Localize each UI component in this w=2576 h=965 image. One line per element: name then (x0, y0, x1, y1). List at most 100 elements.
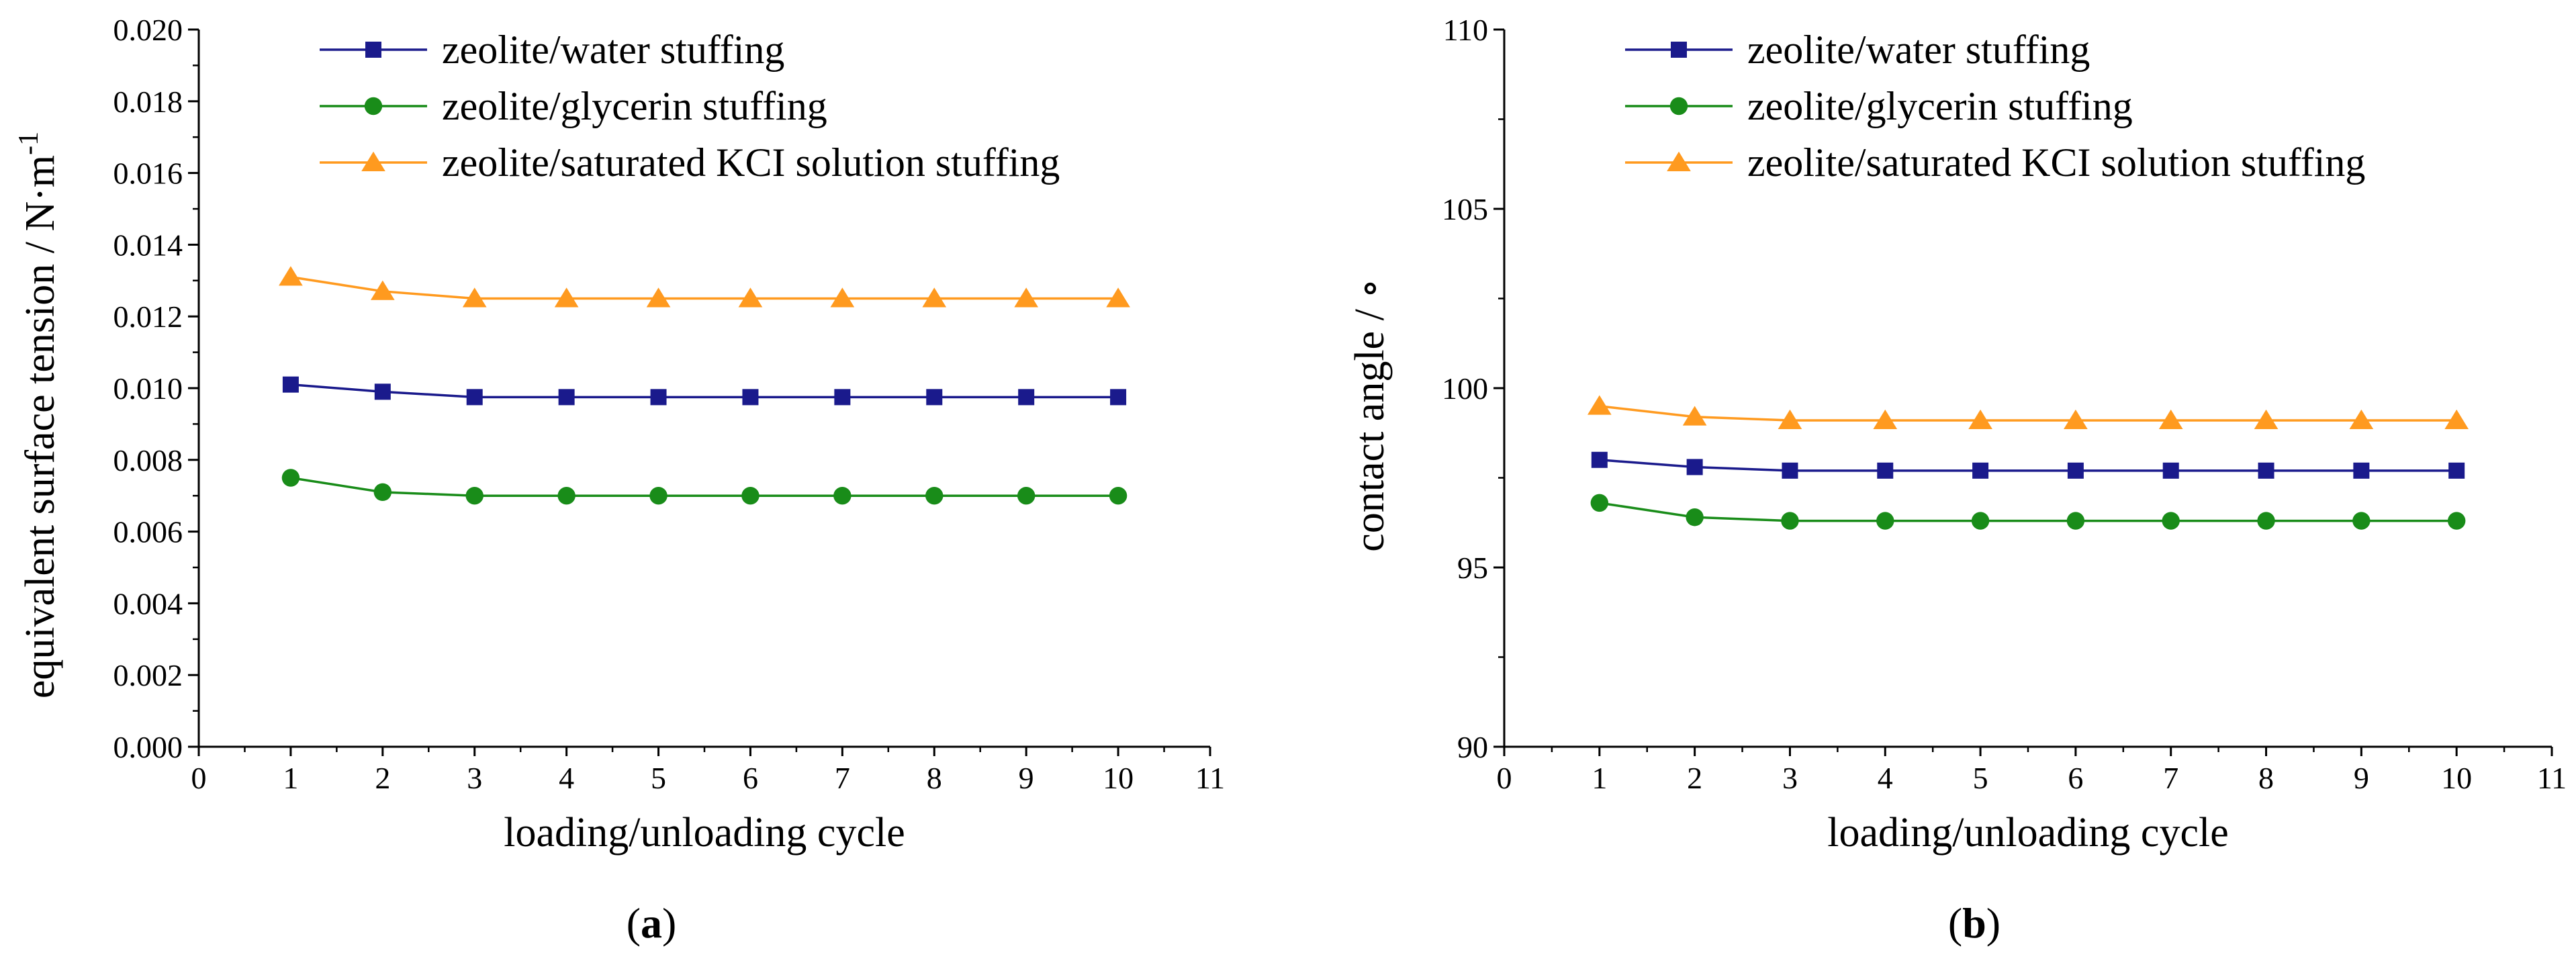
legend-marker (364, 97, 383, 116)
data-point (370, 280, 395, 300)
legend-label: zeolite/glycerin stuffing (1747, 84, 2133, 128)
x-tick-label: 11 (1195, 761, 1225, 795)
panel-label-close-paren: ) (1986, 899, 2000, 947)
legend-label: zeolite/saturated KCI solution stuffing (442, 140, 1060, 185)
x-tick-label: 4 (559, 761, 574, 795)
x-tick-label: 7 (2163, 761, 2178, 795)
x-tick-label: 5 (1973, 761, 1988, 795)
data-point (281, 469, 300, 487)
y-axis-title: equivalent surface tension / N·m-1 (13, 132, 63, 698)
x-tick-label: 1 (1592, 761, 1607, 795)
x-tick-label: 3 (467, 761, 482, 795)
y-tick-label: 0.004 (113, 586, 183, 621)
data-point (1968, 409, 1992, 430)
data-point (1106, 287, 1130, 308)
data-point (833, 487, 852, 505)
legend-item: zeolite/saturated KCI solution stuffing (320, 140, 1060, 185)
data-point (373, 483, 392, 502)
data-point (1782, 462, 1798, 479)
data-point (374, 383, 391, 400)
data-point (1877, 462, 1894, 479)
legend-label: zeolite/water stuffing (1747, 28, 2090, 72)
data-point (834, 389, 851, 406)
x-tick-label: 1 (283, 761, 298, 795)
data-point (2447, 512, 2466, 530)
legend: zeolite/water stuffing zeolite/glycerin s… (1625, 28, 2365, 185)
x-tick-label: 9 (2354, 761, 2369, 795)
panel-label-letter: a (641, 899, 662, 947)
data-point (2352, 512, 2371, 530)
data-point (1686, 508, 1704, 526)
series-circle (1590, 494, 2466, 530)
x-tick-label: 0 (191, 761, 207, 795)
data-point (1778, 409, 1802, 430)
data-point (1109, 487, 1128, 505)
x-tick-label: 7 (835, 761, 850, 795)
legend-label: zeolite/water stuffing (442, 28, 784, 72)
series-square (282, 376, 1127, 406)
data-point (830, 287, 855, 308)
x-tick-label: 8 (927, 761, 942, 795)
y-tick-label: 0.016 (113, 156, 183, 191)
legend-marker (1669, 97, 1688, 116)
legend-item: zeolite/saturated KCI solution stuffing (1625, 140, 2365, 185)
legend-marker (365, 42, 381, 58)
legend-item: zeolite/water stuffing (320, 28, 784, 72)
x-tick-label: 9 (1019, 761, 1034, 795)
data-point (282, 376, 299, 393)
y-tick-label: 100 (1442, 371, 1488, 406)
data-point (557, 487, 576, 505)
data-point (742, 389, 759, 406)
y-tick-label: 90 (1457, 730, 1488, 764)
data-point (466, 389, 483, 406)
data-point (1014, 287, 1039, 308)
y-axis-title-text: equivalent surface tension / N·m (17, 155, 63, 698)
y-tick-label: 0.020 (113, 13, 183, 47)
data-point (462, 287, 487, 308)
data-point (1873, 409, 1898, 430)
y-tick-label: 0.010 (113, 371, 183, 406)
panel-b: 0 1 2 3 4 5 6 7 8 9 10 11 90 95 100 105 110 loading/unloa… (1347, 13, 2567, 947)
data-point (279, 266, 303, 286)
x-axis-title: loading/unloading cycle (1827, 810, 2228, 856)
y-tick-label: 0.018 (113, 85, 183, 119)
panel-label: (b) (1948, 899, 2000, 947)
data-point (926, 389, 943, 406)
data-point (2349, 409, 2374, 430)
panel-label-close-paren: ) (662, 899, 676, 947)
data-point (1591, 451, 1608, 468)
x-axis-title: loading/unloading cycle (504, 810, 905, 856)
data-point (925, 487, 944, 505)
x-tick-label: 10 (1103, 761, 1134, 795)
y-axis-title: contact angle / ∘ (1347, 278, 1393, 551)
x-tick-label: 8 (2258, 761, 2274, 795)
data-point (2064, 409, 2088, 430)
x-tick-label: 10 (2441, 761, 2472, 795)
data-point (558, 389, 575, 406)
y-axis-title-superscript: -1 (13, 132, 44, 155)
series-line (290, 383, 1119, 399)
data-point (741, 487, 760, 505)
data-point (465, 487, 484, 505)
data-point (2162, 512, 2180, 530)
data-point (922, 287, 947, 308)
data-point (554, 287, 579, 308)
x-tick-label: 4 (1878, 761, 1893, 795)
panel-label-letter: b (1962, 899, 1986, 947)
y-tick-label: 0.000 (113, 730, 183, 764)
legend-marker (1671, 42, 1687, 58)
series-line (290, 275, 1119, 300)
legend: zeolite/water stuffing zeolite/glycerin s… (320, 28, 1060, 185)
legend-item: zeolite/glycerin stuffing (1625, 84, 2133, 128)
data-point (2162, 462, 2179, 479)
legend-marker (361, 151, 385, 171)
data-point (2066, 512, 2085, 530)
data-point (649, 487, 668, 505)
data-point (738, 287, 763, 308)
y-tick-label: 0.006 (113, 515, 183, 549)
data-point (1876, 512, 1894, 530)
series-circle (281, 469, 1128, 505)
series-line (1599, 404, 2457, 422)
legend-label: zeolite/glycerin stuffing (442, 84, 827, 128)
